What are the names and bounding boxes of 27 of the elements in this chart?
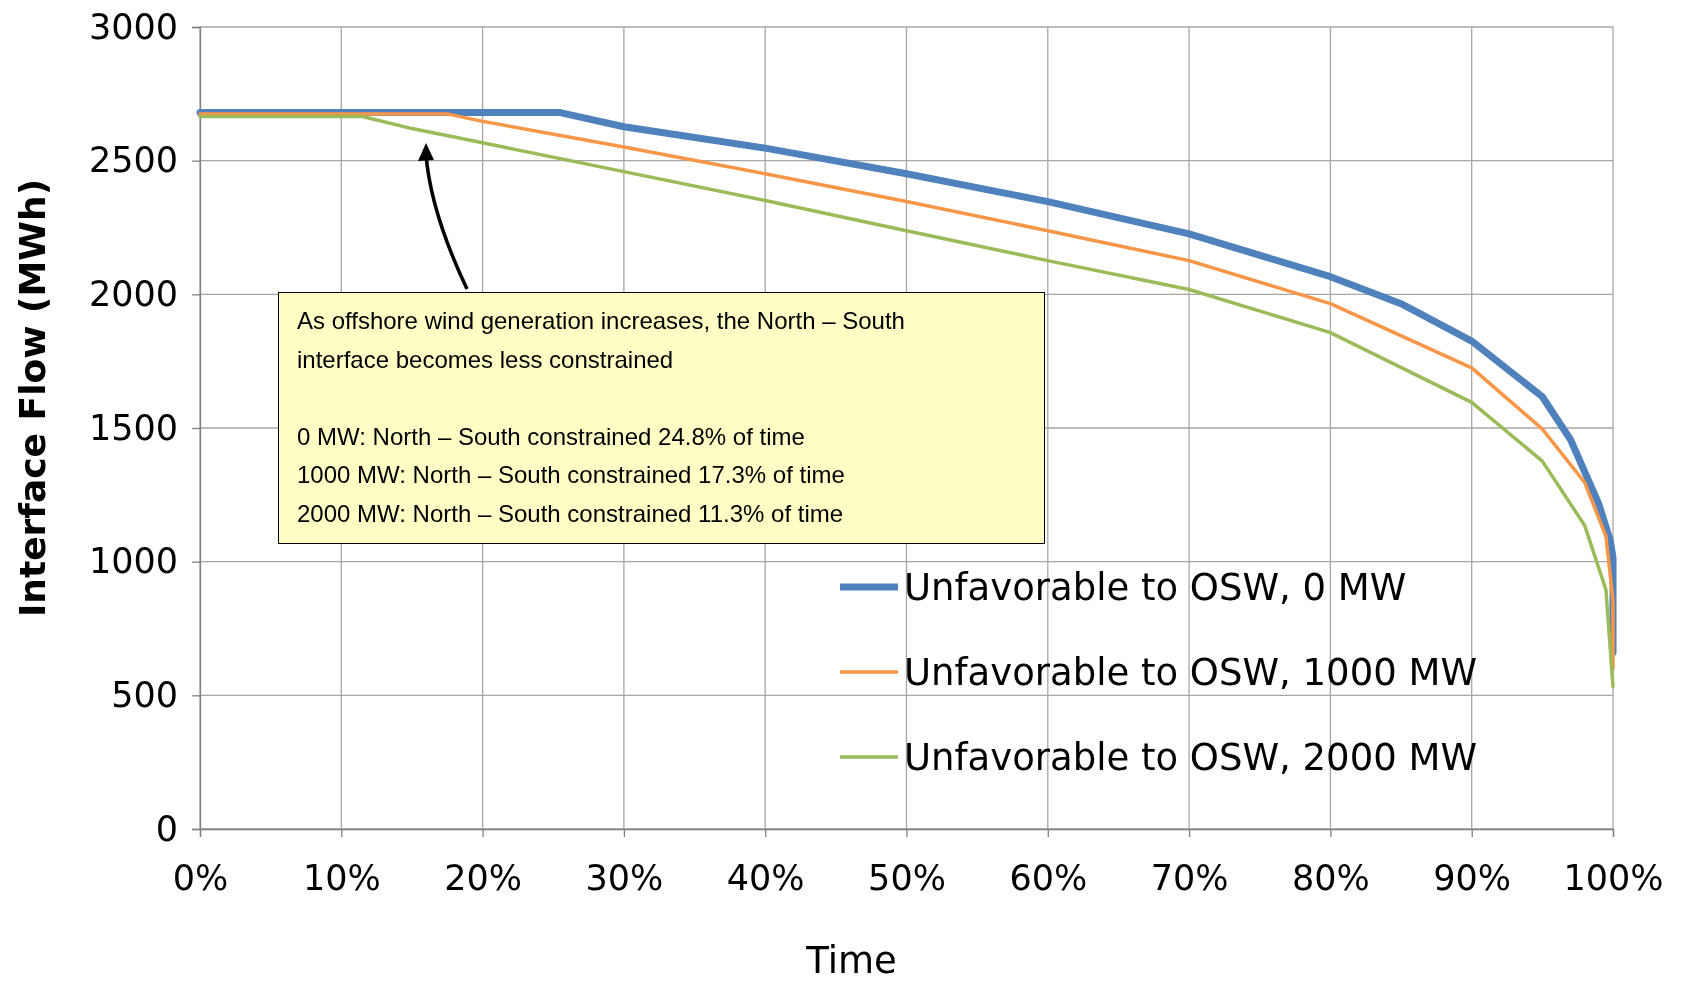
y-axis-title: Interface Flow (MWh) xyxy=(12,178,53,618)
x-tick-label: 90% xyxy=(1433,857,1512,898)
x-axis-title: Time xyxy=(805,939,897,982)
x-tick-label: 100% xyxy=(1563,857,1664,898)
x-tick-label: 30% xyxy=(585,857,664,898)
x-tick-label: 0% xyxy=(172,857,229,898)
y-tick-label: 2000 xyxy=(88,274,178,315)
y-tick-label: 1000 xyxy=(88,541,178,582)
legend-label: Unfavorable to OSW, 2000 MW xyxy=(904,736,1477,779)
y-tick-label: 0 xyxy=(155,808,178,849)
annotation: 0 MW: North – South constrained 24.8% of time xyxy=(297,421,806,452)
y-tick-label: 1500 xyxy=(88,407,178,448)
y-tick-label: 3000 xyxy=(88,6,178,47)
annotation: 2000 MW: North – South constrained 11.3% of time xyxy=(297,498,845,529)
x-tick-label: 60% xyxy=(1009,857,1088,898)
y-tick-label: 500 xyxy=(111,675,178,716)
x-tick-label: 80% xyxy=(1292,857,1370,898)
x-tick-label: 20% xyxy=(444,857,522,898)
legend-label: Unfavorable to OSW, 0 MW xyxy=(904,566,1407,609)
annotation: As offshore wind generation increases, the North – South interface becomes less constrained xyxy=(297,306,906,375)
x-tick-label: 70% xyxy=(1150,857,1229,898)
x-tick-label: 50% xyxy=(868,857,946,898)
y-tick-label: 2500 xyxy=(88,140,178,181)
x-tick-label: 40% xyxy=(726,857,805,898)
legend-label: Unfavorable to OSW, 1000 MW xyxy=(904,651,1477,694)
annotation: 1000 MW: North – South constrained 17.3% of time xyxy=(297,460,846,490)
x-tick-label: 10% xyxy=(302,857,381,898)
